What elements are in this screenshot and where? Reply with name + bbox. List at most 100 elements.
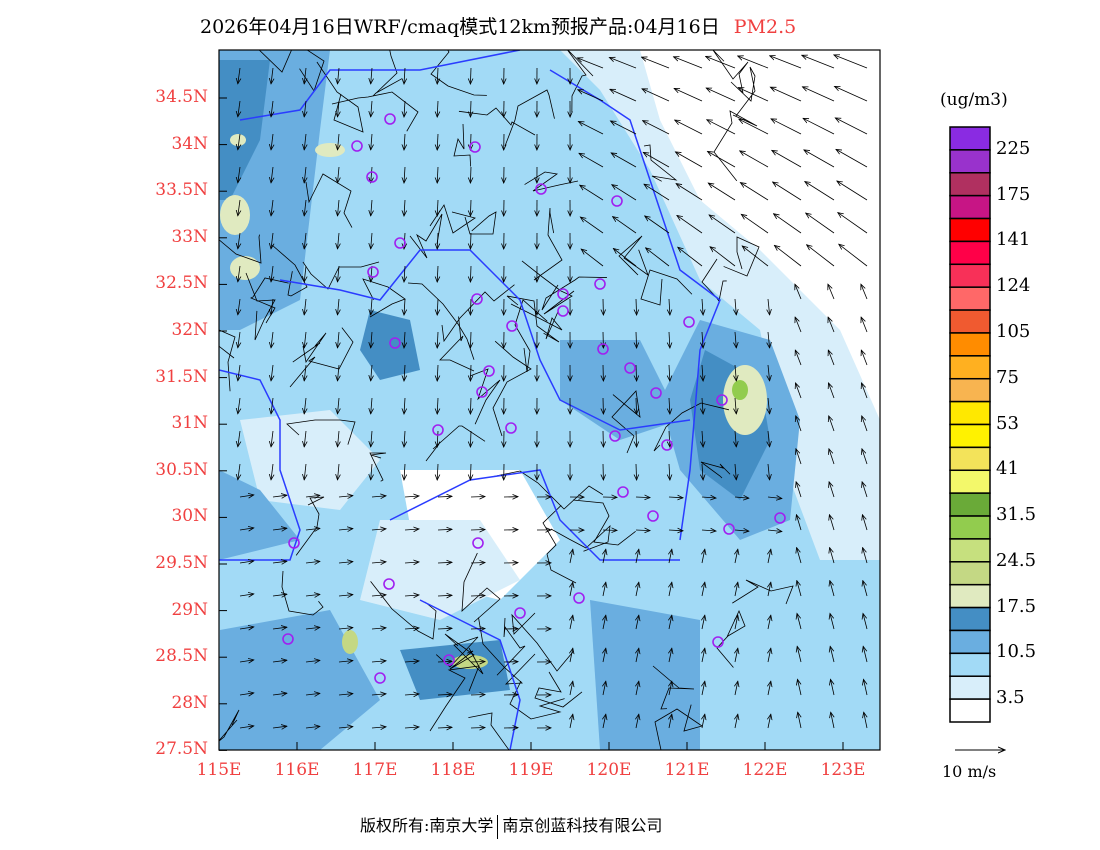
wind-arrow [437,628,452,629]
site-marker [594,278,606,290]
wind-arrow [669,397,670,414]
wind-arrow [861,284,868,300]
wind-arrow [371,430,372,447]
wind-arrow [768,298,770,315]
wind-arrow [272,594,287,596]
lon-tick-label: 116E [274,760,320,780]
wind-arrow [861,317,868,333]
wind-arrow [338,199,340,216]
wind-arrow [338,496,353,497]
wind-arrow [371,628,386,629]
legend-unit: (ug/m3) [940,90,1008,110]
wind-arrow [796,383,802,399]
wind-arrow [702,681,705,696]
monitoring-sites [282,113,786,684]
wind-arrow [338,727,353,728]
wind-arrow [238,232,240,249]
legend-label: 175 [996,183,1031,205]
map-frame [218,49,881,751]
wind-arrow [338,265,340,282]
wind-arrow [862,383,868,399]
wind-arrow [338,430,340,447]
wind-arrow [238,166,240,183]
wind-arrow [863,548,868,564]
legend-swatch [949,538,991,563]
wind-arrow [437,529,452,530]
wind-arrow [238,265,240,282]
site-marker [535,183,547,195]
wind-arrow [862,515,868,531]
wind-arrow [739,119,769,135]
wind-arrow [272,627,287,629]
wind-arrow [636,364,637,381]
wind-arrow [437,496,452,497]
wind-arrow [646,248,670,267]
wind-arrow [271,463,273,480]
legend-label: 225 [996,137,1031,159]
wind-arrow [645,216,670,234]
wind-arrow [338,661,353,662]
wind-arrow [772,150,802,168]
wind-arrow [404,661,419,662]
wind-arrow [796,416,802,432]
wind-arrow [238,364,240,381]
lon-tick-label: 123E [820,760,866,780]
wind-arrow [675,120,703,135]
wind-arrow [238,463,240,480]
lat-tick-label: 30.5N [155,459,208,480]
wind-arrow [371,562,386,563]
wind-arrow [470,530,485,531]
wind-arrow [580,185,604,201]
wind-arrow [611,121,637,135]
legend-swatch [949,400,991,426]
wind-arrow [767,497,782,499]
wind-arrow [272,561,287,563]
wind-arrow [338,166,340,183]
wind-arrow [272,495,287,497]
wind-arrow [570,681,573,696]
legend-swatch [949,652,991,677]
wind-arrow [239,528,254,530]
wind-arrow [437,595,452,596]
wind-arrow [578,122,604,135]
wind-arrow [338,595,353,596]
wind-arrow [864,712,867,729]
wind-arrow [702,331,703,348]
legend-swatch [949,149,991,174]
wind-arrow [580,217,604,234]
wind-arrow [404,133,405,150]
wind-arrow [735,331,736,348]
site-marker [384,113,396,125]
wind-arrow [795,284,802,300]
legend-swatch [949,309,991,334]
wind-arrow [304,100,306,117]
wind-arrow [305,660,320,662]
wind-arrow [829,449,835,465]
wind-arrow [271,430,273,447]
site-marker [617,486,629,498]
wind-arrow [338,232,340,249]
wind-arrow [830,614,835,630]
wind-arrow [768,463,770,480]
wind-arrow [609,58,637,69]
wind-arrow [371,595,386,596]
wind-arrow [706,88,736,102]
site-marker [367,266,379,278]
footer-company: 南京创蓝科技有限公司 [502,816,663,835]
legend-swatch [949,583,991,609]
wind-arrow [635,497,650,498]
site-marker [288,537,300,549]
wind-arrow [798,679,802,696]
wind-arrow [802,55,835,69]
wind-arrow [437,364,438,381]
wind-arrow [238,100,240,117]
wind-arrow [701,530,716,531]
wind-vectors [238,55,867,728]
site-marker [472,537,484,549]
wind-arrow [770,56,802,69]
legend-swatch [949,217,991,243]
wind-arrow [702,430,703,447]
site-marker [557,305,569,317]
wind-arrow [404,595,419,596]
